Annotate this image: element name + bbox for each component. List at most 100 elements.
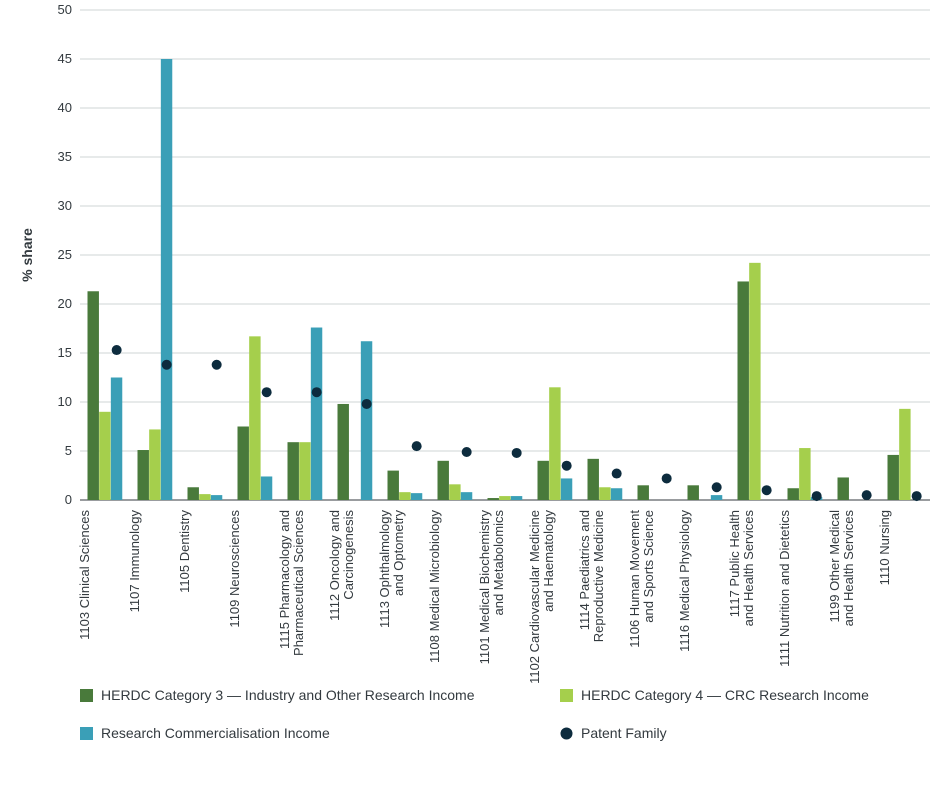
category-label: 1106 Human Movement bbox=[627, 510, 642, 648]
y-tick-label: 50 bbox=[58, 2, 72, 17]
category-label-group: 1103 Clinical Sciences bbox=[77, 510, 92, 640]
bar bbox=[888, 455, 899, 500]
bar bbox=[499, 496, 510, 500]
marker-point bbox=[812, 491, 822, 501]
marker-point bbox=[562, 461, 572, 471]
category-label: 1115 Pharmacology and bbox=[277, 510, 292, 649]
category-label-group: 1114 Paediatrics andReproductive Medicin… bbox=[577, 510, 606, 642]
bar bbox=[549, 387, 560, 500]
category-label-line2: Carcinogenesis bbox=[341, 510, 356, 600]
legend-label: Patent Family bbox=[581, 725, 667, 741]
bar bbox=[399, 492, 410, 500]
category-label: 1102 Cardiovascular Medicine bbox=[527, 510, 542, 684]
bar bbox=[88, 291, 99, 500]
y-tick-label: 20 bbox=[58, 296, 72, 311]
bar bbox=[211, 495, 222, 500]
bar bbox=[788, 488, 799, 500]
category-label: 1103 Clinical Sciences bbox=[77, 510, 92, 640]
marker-point bbox=[262, 387, 272, 397]
chart-svg: 05101520253035404550% share1103 Clinical… bbox=[0, 0, 945, 797]
bar bbox=[161, 59, 172, 500]
y-tick-label: 35 bbox=[58, 149, 72, 164]
category-label: 1112 Oncology and bbox=[327, 510, 342, 621]
legend-label: HERDC Category 4 — CRC Research Income bbox=[581, 687, 869, 703]
category-label: 1101 Medical Biochemistry bbox=[477, 510, 492, 665]
category-label: 1109 Neurosciences bbox=[227, 510, 242, 628]
category-label-line2: and Optometry bbox=[391, 510, 406, 596]
bar bbox=[738, 281, 749, 500]
marker-point bbox=[362, 399, 372, 409]
bar bbox=[249, 336, 260, 500]
y-tick-label: 30 bbox=[58, 198, 72, 213]
category-label-group: 1109 Neurosciences bbox=[227, 510, 242, 628]
bar bbox=[438, 461, 449, 500]
bar bbox=[749, 263, 760, 500]
category-label-line2: and Health Services bbox=[741, 510, 756, 627]
category-label-group: 1199 Other Medicaland Health Services bbox=[827, 510, 856, 627]
bar bbox=[461, 492, 472, 500]
category-label: 1113 Ophthalmology bbox=[377, 510, 392, 629]
category-label-group: 1116 Medical Physiology bbox=[677, 510, 692, 652]
bar bbox=[361, 341, 372, 500]
y-tick-label: 0 bbox=[65, 492, 72, 507]
marker-point bbox=[162, 360, 172, 370]
marker-point bbox=[762, 485, 772, 495]
y-tick-label: 5 bbox=[65, 443, 72, 458]
bar bbox=[199, 494, 210, 500]
bar bbox=[488, 498, 499, 500]
y-tick-label: 40 bbox=[58, 100, 72, 115]
marker-point bbox=[412, 441, 422, 451]
category-label: 1111 Nutrition and Dietetics bbox=[777, 510, 792, 667]
y-tick-label: 10 bbox=[58, 394, 72, 409]
chart-background bbox=[0, 0, 945, 797]
marker-point bbox=[912, 491, 922, 501]
bar bbox=[899, 409, 910, 500]
bar bbox=[511, 496, 522, 500]
bar bbox=[388, 471, 399, 500]
category-label-line2: and Sports Science bbox=[641, 510, 656, 623]
marker-point bbox=[512, 448, 522, 458]
category-label: 1108 Medical Microbiology bbox=[427, 510, 442, 663]
bar bbox=[599, 487, 610, 500]
category-label-line2: Pharmaceutical Sciences bbox=[291, 510, 306, 656]
marker-point bbox=[312, 387, 322, 397]
marker-point bbox=[712, 482, 722, 492]
legend-swatch bbox=[80, 727, 93, 740]
category-label-group: 1117 Public Healthand Health Services bbox=[727, 510, 756, 627]
bar bbox=[838, 477, 849, 500]
legend-swatch bbox=[560, 689, 573, 702]
bar bbox=[411, 493, 422, 500]
category-label-line2: and Haematology bbox=[541, 510, 556, 612]
y-tick-label: 45 bbox=[58, 51, 72, 66]
legend-label: Research Commercialisation Income bbox=[101, 725, 330, 741]
y-tick-label: 15 bbox=[58, 345, 72, 360]
category-label: 1107 Immunology bbox=[127, 510, 142, 613]
marker-point bbox=[662, 473, 672, 483]
bar bbox=[111, 378, 122, 501]
category-label-group: 1107 Immunology bbox=[127, 510, 142, 613]
bar bbox=[561, 478, 572, 500]
legend-marker bbox=[561, 728, 573, 740]
category-label: 1116 Medical Physiology bbox=[677, 510, 692, 652]
bar bbox=[288, 442, 299, 500]
bar bbox=[449, 484, 460, 500]
bar bbox=[188, 487, 199, 500]
y-axis-label: % share bbox=[19, 228, 35, 282]
category-label-line2: and Health Services bbox=[841, 510, 856, 627]
category-label: 1117 Public Health bbox=[727, 510, 742, 617]
bar bbox=[238, 427, 249, 501]
bar bbox=[711, 495, 722, 500]
category-label-group: 1108 Medical Microbiology bbox=[427, 510, 442, 663]
bar bbox=[299, 442, 310, 500]
category-label: 1199 Other Medical bbox=[827, 510, 842, 623]
bar bbox=[638, 485, 649, 500]
bar bbox=[538, 461, 549, 500]
category-label-line2: Reproductive Medicine bbox=[591, 510, 606, 642]
marker-point bbox=[112, 345, 122, 355]
category-label-group: 1111 Nutrition and Dietetics bbox=[777, 510, 792, 667]
category-label-line2: and Metabolomics bbox=[491, 510, 506, 616]
bar bbox=[261, 476, 272, 500]
bar bbox=[99, 412, 110, 500]
legend-swatch bbox=[80, 689, 93, 702]
bar bbox=[338, 404, 349, 500]
